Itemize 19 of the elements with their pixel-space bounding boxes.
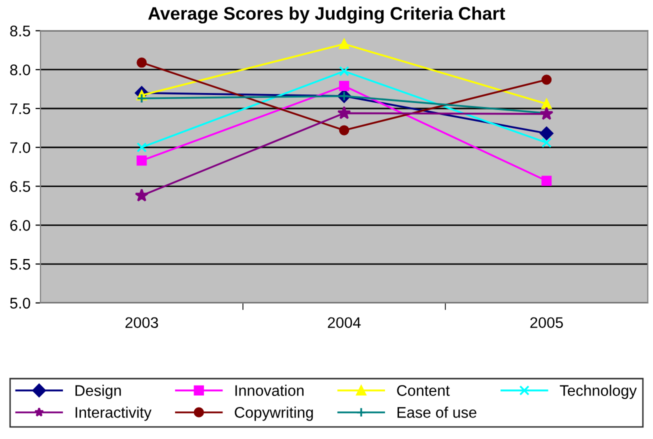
x-tick-label: 2003: [125, 317, 158, 328]
legend-label: Design: [76, 384, 121, 399]
x-tick-label: 2005: [530, 317, 563, 328]
y-tick-label: 8.0: [10, 64, 30, 76]
legend-label: Ease of use: [398, 406, 476, 418]
y-tick-label: 8.5: [10, 26, 30, 36]
chart-title: Average Scores by Judging Criteria Chart: [148, 6, 506, 24]
y-tick-label: 7.0: [10, 142, 30, 154]
legend-label: Interactivity: [76, 406, 152, 421]
y-tick-label: 5.5: [10, 259, 30, 270]
y-tick-label: 6.5: [10, 181, 30, 192]
legend-label: Technology: [560, 384, 637, 399]
legend-label: Innovation: [235, 384, 304, 396]
y-tick-label: 6.0: [10, 220, 30, 231]
y-tick-label: 5.0: [10, 298, 30, 309]
x-tick-label: 2004: [328, 317, 361, 328]
legend-label: Copywriting: [234, 406, 313, 421]
legend-label: Content: [397, 385, 450, 396]
y-tick-label: 7.5: [10, 104, 30, 114]
